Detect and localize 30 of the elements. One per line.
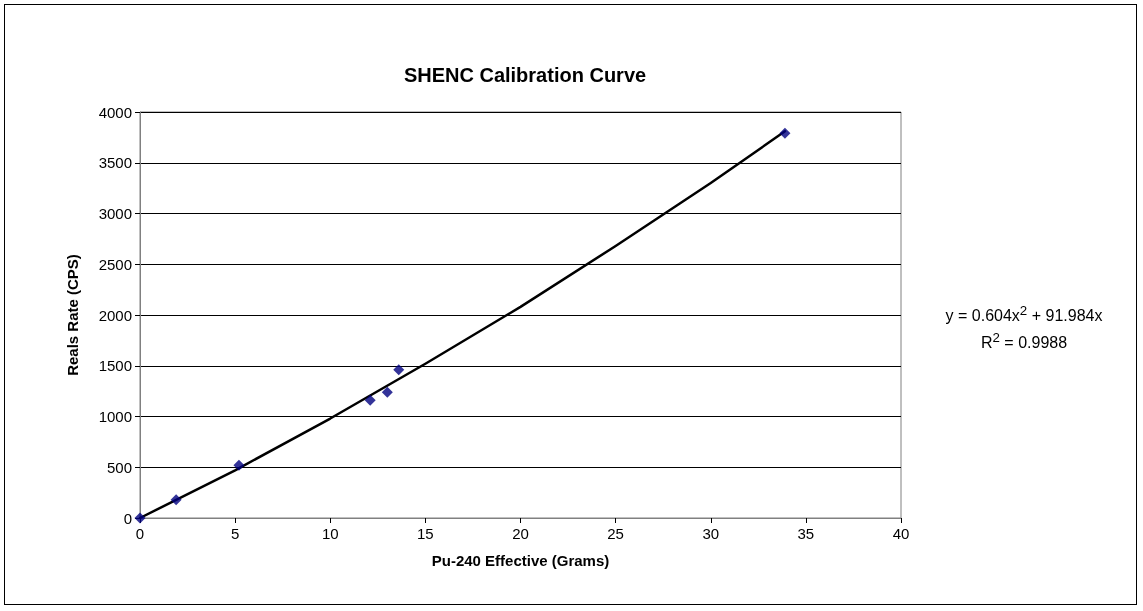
text: R$^{2}$ = 0.9988	[979, 329, 1069, 354]
y-tick-label: 2500	[98, 255, 132, 273]
y-tick-label: 0	[123, 509, 132, 527]
x-tick-label: 10	[321, 525, 339, 542]
x-tick-label: 25	[607, 525, 624, 542]
x-tick-label: 20	[512, 525, 529, 542]
point	[170, 494, 182, 506]
point	[779, 127, 791, 139]
x-tick-label: 5	[230, 525, 240, 542]
point	[381, 386, 393, 398]
point	[393, 364, 405, 376]
x-tick-label: 35	[797, 525, 815, 542]
chart-title: SHENC Calibration Curve	[403, 64, 647, 86]
y-axis-title: Reals Rate (CPS)	[64, 254, 81, 376]
y-tick-label: 2000	[98, 306, 132, 324]
point	[364, 394, 376, 406]
y-tick-label: 3000	[98, 205, 132, 222]
y-tick-label: 3500	[98, 154, 132, 172]
y-tick-label: 500	[106, 458, 132, 476]
x-axis-title: Pu-240 Effective (Grams)	[431, 552, 610, 569]
x-tick-label: 15	[417, 525, 434, 542]
point	[134, 512, 146, 524]
point	[233, 459, 245, 471]
y-tick-label: 1500	[98, 357, 132, 375]
x-tick-label: 40	[892, 525, 910, 542]
x-tick-label: 0	[135, 525, 145, 542]
y-tick-label: 1000	[98, 408, 132, 425]
text: y = 0.604x$^{2}$ + 91.984x	[944, 302, 1104, 327]
x-tick-label: 30	[702, 525, 720, 542]
y-tick-label: 4000	[98, 103, 132, 121]
